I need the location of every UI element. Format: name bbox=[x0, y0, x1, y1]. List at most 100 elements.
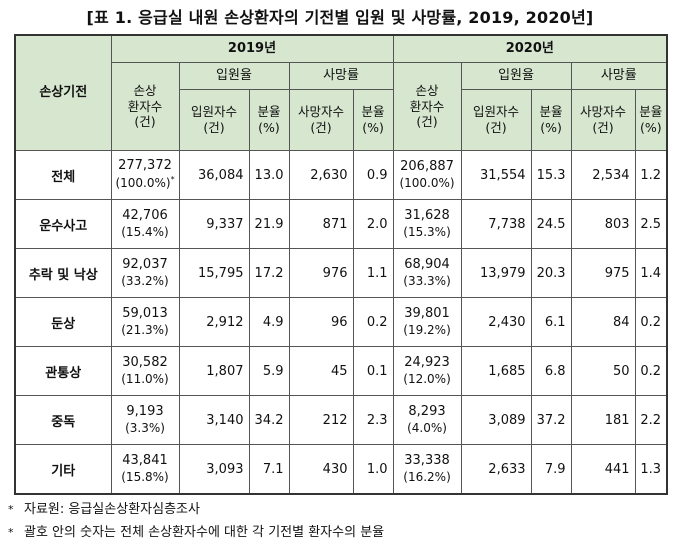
total-number: 8,293 bbox=[408, 403, 446, 419]
total-share: (12.0%) bbox=[394, 371, 460, 388]
death-count-cell: 803 bbox=[570, 199, 636, 249]
injury-mechanism-table: 손상기전 2019년 2020년 손상 환자수 (건) 입원율 사망률 손상 환자수(… bbox=[14, 34, 669, 495]
header-admission-pct-2020: 분율 (%) bbox=[530, 89, 572, 151]
admission-rate-cell: 37.2 bbox=[530, 395, 572, 445]
admission-count-cell: 2,633 bbox=[460, 444, 532, 495]
total-patients-cell: 39,801 (19.2%) bbox=[392, 297, 462, 347]
header-death-count-2020: 사망자수 (건) bbox=[570, 89, 636, 151]
total-value: 8,293 bbox=[394, 403, 460, 421]
total-value: 42,706 bbox=[112, 207, 178, 225]
header-admission-rate-2019: 입원율 bbox=[178, 62, 290, 90]
total-number: 30,582 bbox=[122, 354, 168, 370]
total-patients-cell: 277,372 (100.0%)* bbox=[110, 150, 180, 200]
total-value: 30,582 bbox=[112, 354, 178, 372]
table-row: 기타 43,841 (15.8%) 3,093 7.1 430 1.0 33,338 (16.2… bbox=[14, 444, 668, 495]
admission-rate-cell: 6.8 bbox=[530, 346, 572, 396]
total-number: 59,013 bbox=[122, 305, 168, 321]
death-count-cell: 975 bbox=[570, 248, 636, 298]
total-number: 206,887 bbox=[400, 158, 454, 174]
total-value: 33,338 bbox=[394, 453, 460, 470]
total-share-value: (12.0%) bbox=[403, 371, 451, 386]
total-share: (11.0%) bbox=[112, 371, 178, 388]
death-rate-cell: 2.5 bbox=[634, 199, 668, 249]
table-row: 전체 277,372 (100.0%)* 36,084 13.0 2,630 0.9 206,… bbox=[14, 150, 668, 200]
death-rate-cell: 2.3 bbox=[352, 395, 394, 445]
total-number: 31,628 bbox=[404, 207, 450, 223]
total-patients-cell: 30,582 (11.0%) bbox=[110, 346, 180, 396]
table-row: 관통상 30,582 (11.0%) 1,807 5.9 45 0.1 24,923 (12.0… bbox=[14, 346, 668, 396]
total-share-value: (11.0%) bbox=[121, 371, 169, 386]
total-patients-cell: 43,841 (15.8%) bbox=[110, 444, 180, 495]
death-rate-cell: 0.2 bbox=[352, 297, 394, 347]
admission-count-cell: 31,554 bbox=[460, 150, 532, 200]
total-value: 31,628 bbox=[394, 207, 460, 225]
total-value: 43,841 bbox=[112, 453, 178, 470]
total-number: 9,193 bbox=[126, 403, 164, 419]
admission-count-cell: 9,337 bbox=[178, 199, 250, 249]
header-death-rate-2020: 사망률 bbox=[570, 62, 668, 90]
death-count-cell: 45 bbox=[288, 346, 354, 396]
admission-rate-cell: 4.9 bbox=[248, 297, 290, 347]
total-share-value: (15.3%) bbox=[403, 224, 451, 239]
death-rate-cell: 2.0 bbox=[352, 199, 394, 249]
total-patients-cell: 24,923 (12.0%) bbox=[392, 346, 462, 396]
row-label: 중독 bbox=[14, 395, 112, 445]
total-share-value: (3.3%) bbox=[125, 420, 165, 435]
total-value: 92,037 bbox=[112, 257, 178, 274]
total-value: 277,372 bbox=[112, 158, 178, 175]
total-value: 24,923 bbox=[394, 354, 460, 372]
death-rate-cell: 0.2 bbox=[634, 297, 668, 347]
footnote-text: 자료원: 응급실손상환자심층조사 bbox=[24, 502, 200, 517]
header-admission-count-2020: 입원자수 (건) bbox=[460, 89, 532, 151]
admission-rate-cell: 15.3 bbox=[530, 150, 572, 200]
header-total-patients-2020: 손상 환자수 (건) bbox=[392, 62, 462, 151]
admission-count-cell: 2,912 bbox=[178, 297, 250, 347]
total-share-value: (15.4%) bbox=[121, 224, 169, 239]
table-title: [표 1. 응급실 내원 손상환자의 기전별 입원 및 사망률, 2019, 2… bbox=[86, 8, 594, 27]
total-share: (100.0%) bbox=[394, 176, 460, 192]
death-count-cell: 976 bbox=[288, 248, 354, 298]
footnote-source: * 자료원: 응급실손상환자심층조사 bbox=[8, 498, 384, 521]
table-row: 추락 및 낙상 92,037 (33.2%) 15,795 17.2 976 1.1 68,9… bbox=[14, 248, 668, 298]
total-patients-cell: 33,338 (16.2%) bbox=[392, 444, 462, 495]
death-rate-cell: 0.2 bbox=[634, 346, 668, 396]
total-number: 24,923 bbox=[404, 354, 450, 370]
admission-rate-cell: 6.1 bbox=[530, 297, 572, 347]
admission-count-cell: 2,430 bbox=[460, 297, 532, 347]
total-share-value: (33.2%) bbox=[121, 273, 169, 288]
footnotes: * 자료원: 응급실손상환자심층조사 * 괄호 안의 숫자는 전체 손상환자수에 대… bbox=[8, 498, 384, 544]
header-admission-count-2019: 입원자수 (건) bbox=[178, 89, 250, 151]
asterisk-mark: * bbox=[170, 175, 175, 185]
row-label: 추락 및 낙상 bbox=[14, 248, 112, 298]
admission-count-cell: 1,685 bbox=[460, 346, 532, 396]
total-share: (15.8%) bbox=[112, 470, 178, 486]
admission-rate-cell: 24.5 bbox=[530, 199, 572, 249]
total-share-value: (4.0%) bbox=[407, 420, 447, 435]
total-share-value: (21.3%) bbox=[121, 322, 169, 337]
total-number: 42,706 bbox=[122, 207, 168, 223]
admission-rate-cell: 13.0 bbox=[248, 150, 290, 200]
header-mechanism: 손상기전 bbox=[14, 34, 112, 151]
total-patients-cell: 42,706 (15.4%) bbox=[110, 199, 180, 249]
admission-count-cell: 13,979 bbox=[460, 248, 532, 298]
death-rate-cell: 1.2 bbox=[634, 150, 668, 200]
header-total-patients-2019: 손상 환자수 (건) bbox=[110, 62, 180, 151]
total-value: 9,193 bbox=[112, 403, 178, 421]
footnote-mark: * bbox=[8, 503, 14, 516]
death-count-cell: 2,534 bbox=[570, 150, 636, 200]
admission-count-cell: 1,807 bbox=[178, 346, 250, 396]
total-share-value: (33.3%) bbox=[403, 273, 451, 288]
death-count-cell: 50 bbox=[570, 346, 636, 396]
admission-rate-cell: 17.2 bbox=[248, 248, 290, 298]
total-share: (15.4%) bbox=[112, 224, 178, 241]
row-label: 관통상 bbox=[14, 346, 112, 396]
header-admission-pct-2019: 분율 (%) bbox=[248, 89, 290, 151]
death-rate-cell: 1.3 bbox=[634, 444, 668, 495]
total-value: 206,887 bbox=[394, 158, 460, 176]
total-patients-cell: 31,628 (15.3%) bbox=[392, 199, 462, 249]
death-count-cell: 212 bbox=[288, 395, 354, 445]
death-rate-cell: 2.2 bbox=[634, 395, 668, 445]
total-share: (16.2%) bbox=[394, 470, 460, 486]
death-count-cell: 430 bbox=[288, 444, 354, 495]
total-share: (21.3%) bbox=[112, 322, 178, 339]
